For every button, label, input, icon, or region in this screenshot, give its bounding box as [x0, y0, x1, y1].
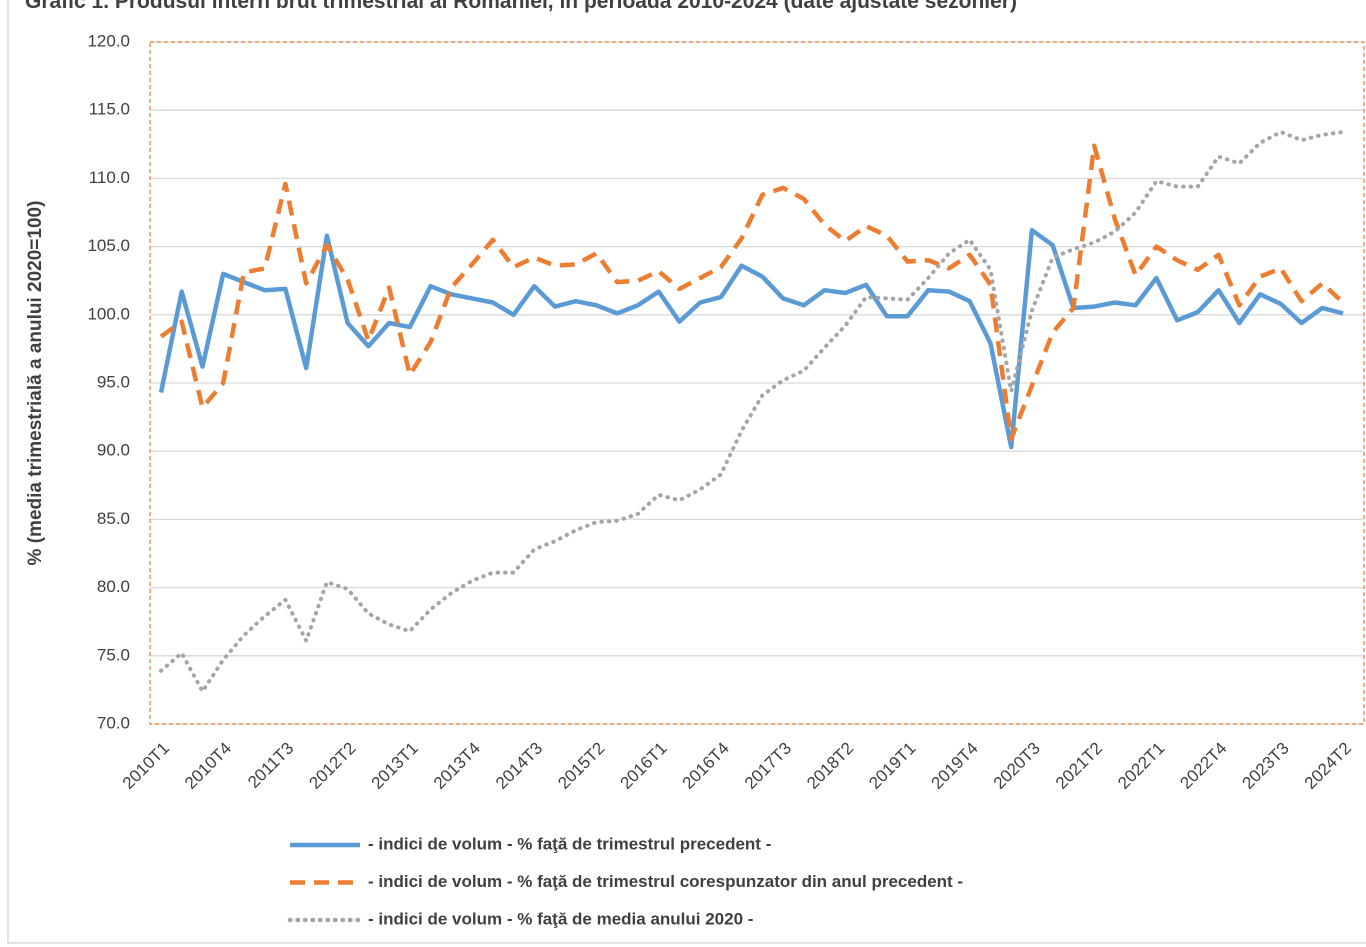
y-tick-label: 80.0 — [97, 577, 130, 596]
y-tick-label: 110.0 — [89, 168, 130, 187]
x-tick-label: 2010T4 — [181, 739, 235, 793]
x-tick-label: 2016T4 — [679, 739, 733, 793]
x-tick-label: 2022T1 — [1114, 739, 1168, 793]
x-tick-label: 2017T3 — [741, 739, 795, 793]
x-tick-label: 2014T3 — [492, 739, 546, 793]
series-line — [159, 143, 1345, 442]
y-tick-label: 90.0 — [97, 441, 130, 460]
y-tick-label: 120.0 — [87, 31, 130, 50]
chart-frame — [7, 0, 1366, 944]
x-tick-label: 2013T1 — [368, 739, 422, 793]
x-tick-label: 2019T4 — [928, 739, 982, 793]
x-tick-label: 2016T1 — [616, 739, 670, 793]
legend-label: - indici de volum - % faţă de trimestrul… — [368, 834, 771, 853]
legend-label: - indici de volum - % faţă de trimestrul… — [368, 872, 963, 891]
legend-label: - indici de volum - % faţă de media anul… — [368, 909, 753, 928]
y-tick-label: 115.0 — [89, 100, 130, 119]
x-tick-label: 2022T4 — [1176, 739, 1230, 793]
y-tick-label: 85.0 — [97, 509, 130, 528]
x-tick-label: 2018T2 — [803, 739, 857, 793]
x-tick-label: 2010T1 — [119, 739, 173, 793]
y-tick-label: 95.0 — [97, 372, 130, 391]
x-tick-label: 2020T3 — [990, 739, 1044, 793]
y-axis-label: % (media trimestrială a anului 2020=100) — [25, 201, 46, 566]
y-tick-label: 75.0 — [97, 645, 130, 664]
chart-title: Grafic 1. Produsul intern brut trimestri… — [25, 0, 1017, 13]
y-tick-label: 70.0 — [97, 713, 130, 732]
x-tick-label: 2012T2 — [305, 739, 359, 793]
series-line — [159, 130, 1345, 694]
series-line — [158, 227, 1344, 450]
x-tick-label: 2019T1 — [865, 739, 919, 793]
x-tick-label: 2024T2 — [1301, 739, 1355, 793]
y-tick-label: 100.0 — [87, 304, 130, 323]
x-tick-label: 2015T2 — [554, 739, 608, 793]
x-tick-label: 2023T3 — [1239, 739, 1293, 793]
plot-area-border — [149, 41, 1365, 725]
x-tick-label: 2013T4 — [430, 739, 484, 793]
x-tick-label: 2011T3 — [244, 739, 297, 792]
y-tick-label: 105.0 — [87, 236, 130, 255]
x-tick-label: 2021T2 — [1052, 739, 1106, 793]
